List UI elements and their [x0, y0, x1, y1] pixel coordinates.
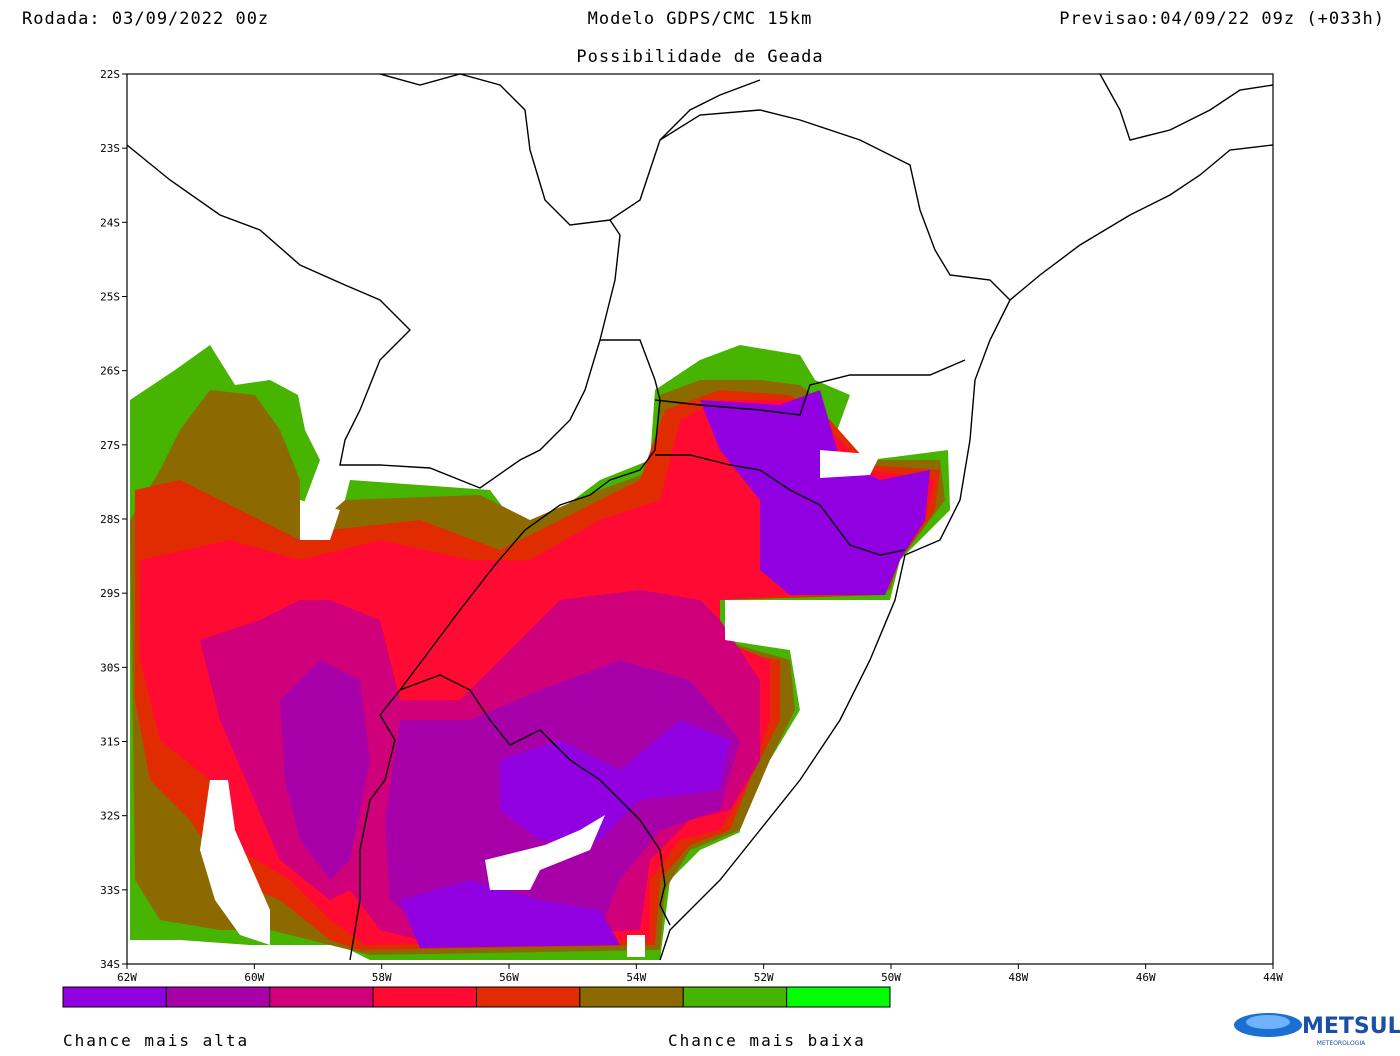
logo-tagline: METEOROLOGIA: [1317, 1040, 1366, 1047]
run-time: Rodada: 03/09/2022 00z: [22, 9, 269, 29]
lat-label: 34S: [100, 958, 120, 971]
legend-swatch: [372, 986, 477, 1008]
lon-label: 56W: [499, 971, 519, 984]
lat-label: 27S: [100, 439, 120, 452]
lat-label: 28S: [100, 513, 120, 526]
borders: [126, 73, 1274, 961]
forecast-time: Previsao:04/09/22 09z (+033h): [1059, 9, 1385, 29]
lat-label: 24S: [100, 216, 120, 229]
legend-swatch: [579, 986, 684, 1008]
lat-label: 33S: [100, 884, 120, 897]
lon-label: 54W: [626, 971, 646, 984]
logo-name: METSUL: [1302, 1014, 1400, 1039]
lon-label: 52W: [754, 971, 774, 984]
map-subtitle: Possibilidade de Geada: [576, 47, 823, 67]
model-name: Modelo GDPS/CMC 15km: [588, 9, 813, 29]
lon-label: 48W: [1008, 971, 1028, 984]
legend-swatch: [165, 986, 271, 1008]
legend-swatch: [62, 986, 167, 1008]
lat-label: 25S: [100, 291, 120, 304]
lat-label: 23S: [100, 142, 120, 155]
logo: METSUL METEOROLOGIA: [1234, 1013, 1400, 1047]
lon-label: 44W: [1263, 971, 1283, 984]
lon-label: 60W: [244, 971, 264, 984]
lon-label: 50W: [881, 971, 901, 984]
lat-label: 32S: [100, 810, 120, 823]
lat-label: 30S: [100, 661, 120, 674]
legend-high-label: Chance mais alta: [63, 1031, 249, 1050]
legend-low-label: Chance mais baixa: [668, 1031, 866, 1050]
frost-field: [130, 345, 950, 960]
lon-label: 58W: [372, 971, 392, 984]
lon-label: 62W: [117, 971, 137, 984]
lon-label: 46W: [1136, 971, 1156, 984]
legend-swatch: [682, 986, 788, 1008]
lat-label: 31S: [100, 736, 120, 749]
lat-label: 26S: [100, 365, 120, 378]
legend-swatch: [476, 986, 581, 1008]
logo-globe-highlight: [1246, 1015, 1290, 1029]
legend-swatch: [269, 986, 374, 1008]
legend-swatch: [786, 986, 891, 1008]
lat-label: 22S: [100, 68, 120, 81]
lat-label: 29S: [100, 587, 120, 600]
